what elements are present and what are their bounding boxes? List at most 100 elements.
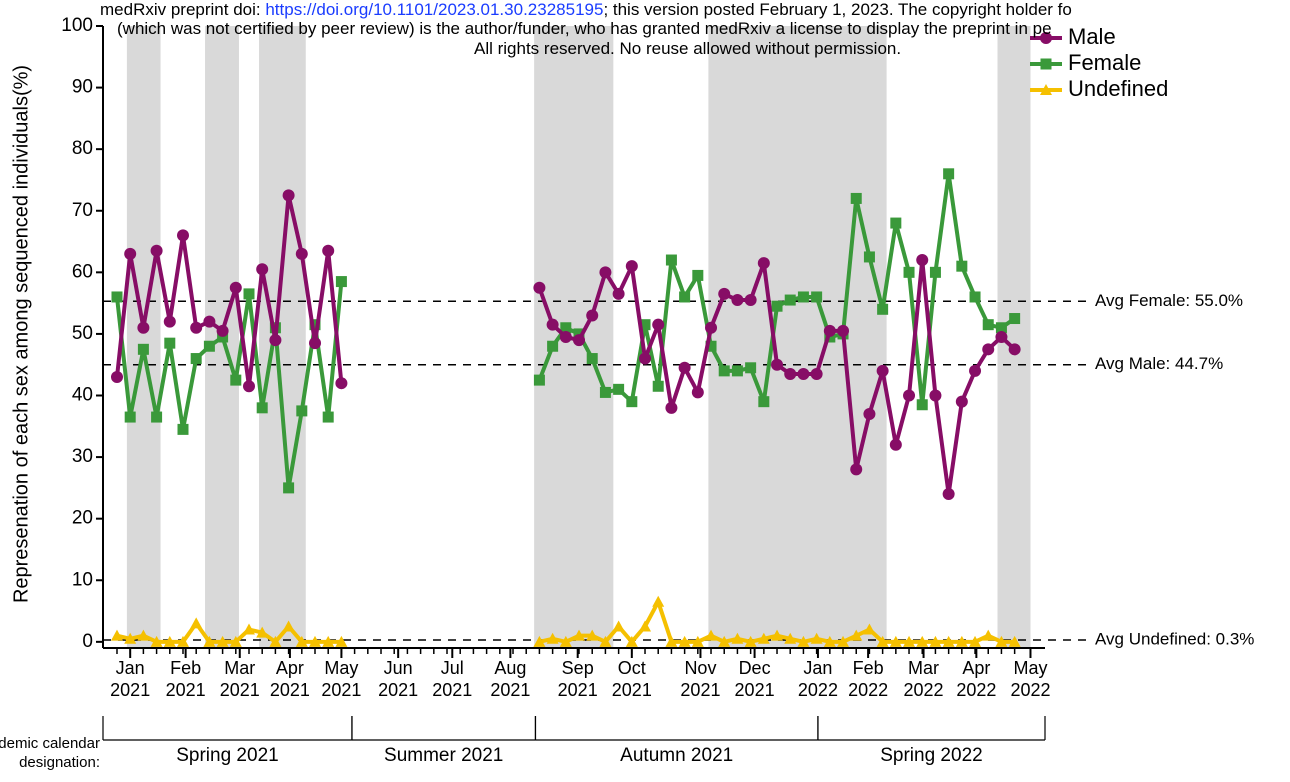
marker xyxy=(969,635,982,647)
marker xyxy=(124,632,137,644)
legend-label: Male xyxy=(1068,24,1116,49)
marker xyxy=(771,358,784,371)
marker xyxy=(335,276,347,288)
marker xyxy=(718,287,731,300)
marker xyxy=(586,353,598,365)
marker xyxy=(190,353,202,365)
marker xyxy=(943,168,955,180)
header-text: medRxiv preprint doi: xyxy=(100,0,266,19)
y-tick-label: 20 xyxy=(72,508,93,529)
marker xyxy=(969,291,981,303)
marker xyxy=(150,244,163,257)
x-tick-label: Feb 2022 xyxy=(848,658,889,700)
marker xyxy=(256,402,268,414)
x-tick-label: Mar 2021 xyxy=(219,658,260,700)
marker xyxy=(137,321,150,334)
x-tick-label: May 2022 xyxy=(1010,658,1051,700)
y-tick-label: 80 xyxy=(72,138,93,159)
marker xyxy=(956,260,968,272)
y-tick-label: 90 xyxy=(72,77,93,98)
marker xyxy=(705,321,718,334)
x-tick-label: May 2021 xyxy=(321,658,362,700)
marker xyxy=(533,374,545,386)
marker xyxy=(1040,84,1052,95)
calendar-period-label: Summer 2021 xyxy=(384,745,503,766)
marker xyxy=(269,334,282,347)
marker xyxy=(903,266,915,278)
x-tick-label: Oct 2021 xyxy=(611,658,652,700)
preprint-header: medRxiv preprint doi: https://doi.org/10… xyxy=(100,0,1072,20)
marker xyxy=(942,488,955,501)
marker xyxy=(678,361,691,374)
marker xyxy=(573,629,586,641)
marker xyxy=(1009,313,1021,325)
marker xyxy=(586,629,599,641)
marker xyxy=(216,324,229,337)
marker xyxy=(771,300,783,312)
marker xyxy=(190,617,203,629)
marker xyxy=(203,315,216,328)
y-tick-label: 0 xyxy=(82,631,93,652)
marker xyxy=(652,595,665,607)
marker xyxy=(639,319,651,331)
header-text: (which was not certified by peer review)… xyxy=(117,19,1052,38)
marker xyxy=(124,411,136,423)
marker xyxy=(705,340,717,352)
marker xyxy=(533,635,546,647)
y-axis-title: Represenation of each sex among sequence… xyxy=(10,65,32,603)
marker xyxy=(889,438,902,451)
marker xyxy=(850,192,862,204)
marker xyxy=(758,396,770,408)
marker xyxy=(811,291,823,303)
marker xyxy=(151,411,163,423)
marker xyxy=(573,334,586,347)
marker xyxy=(877,303,889,315)
x-tick-label: Sep 2021 xyxy=(557,658,598,700)
marker xyxy=(586,309,599,322)
marker xyxy=(995,322,1007,334)
marker xyxy=(929,635,942,647)
marker xyxy=(322,635,335,647)
marker xyxy=(309,635,322,647)
marker xyxy=(283,482,295,494)
marker xyxy=(176,229,189,242)
marker xyxy=(1008,635,1021,647)
marker xyxy=(863,251,875,263)
marker xyxy=(691,635,704,647)
marker xyxy=(890,217,902,229)
marker xyxy=(823,635,836,647)
marker xyxy=(559,331,572,343)
marker xyxy=(718,635,731,647)
marker xyxy=(995,331,1008,343)
marker xyxy=(863,407,876,420)
marker xyxy=(282,189,295,202)
marker xyxy=(203,635,216,647)
marker xyxy=(1008,343,1021,356)
marker xyxy=(256,263,269,276)
marker xyxy=(612,287,625,300)
x-tick-label: Apr 2021 xyxy=(269,658,310,700)
marker xyxy=(955,395,968,408)
marker xyxy=(216,635,229,647)
marker xyxy=(612,620,625,632)
marker xyxy=(217,331,229,343)
marker xyxy=(731,632,744,644)
marker xyxy=(335,377,348,390)
y-tick-label: 50 xyxy=(72,323,93,344)
y-tick-label: 100 xyxy=(61,15,93,36)
marker xyxy=(652,380,664,392)
doi-link[interactable]: https://doi.org/10.1101/2023.01.30.23285… xyxy=(265,0,604,19)
x-tick-label: Feb 2021 xyxy=(165,658,206,700)
marker xyxy=(665,635,678,647)
marker xyxy=(982,319,994,331)
marker xyxy=(665,254,677,266)
marker xyxy=(757,632,770,644)
legend-label: Undefined xyxy=(1068,76,1168,101)
marker xyxy=(625,260,638,273)
y-tick-label: 60 xyxy=(72,261,93,282)
marker xyxy=(639,620,652,632)
marker xyxy=(850,629,863,641)
marker xyxy=(203,340,215,352)
